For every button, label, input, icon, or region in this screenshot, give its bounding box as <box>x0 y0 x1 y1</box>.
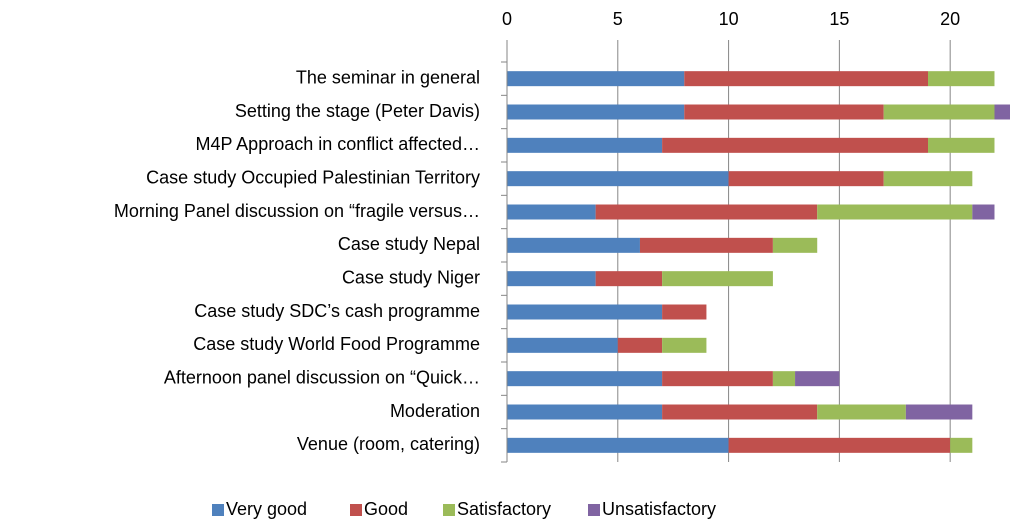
bar-segment <box>507 104 685 120</box>
bar-segment <box>772 371 796 387</box>
bar-segment <box>883 171 973 187</box>
bar-segment <box>507 371 663 387</box>
bar-segment <box>994 104 1010 120</box>
y-tick-label: M4P Approach in conflict affected… <box>195 134 480 154</box>
bar-segment <box>662 371 773 387</box>
y-tick-label: Moderation <box>390 401 480 421</box>
bar-segment <box>817 204 973 220</box>
y-tick-label: Venue (room, catering) <box>297 434 480 454</box>
x-tick-label: 20 <box>940 9 960 29</box>
bar-segment <box>684 71 929 87</box>
x-tick-label: 15 <box>829 9 849 29</box>
x-tick-label: 10 <box>719 9 739 29</box>
bar-segment <box>772 237 818 253</box>
bar-segment <box>662 271 773 287</box>
bar-segment <box>595 204 818 220</box>
y-tick-label: Case study World Food Programme <box>193 334 480 354</box>
y-tick-label: Case study Nepal <box>338 234 480 254</box>
bar-segment <box>728 171 884 187</box>
legend-swatch <box>212 504 224 516</box>
y-tick-label: The seminar in general <box>296 67 480 87</box>
legend-label: Satisfactory <box>457 499 551 519</box>
bar-segment <box>972 204 995 220</box>
x-tick-label: 5 <box>613 9 623 29</box>
bar-segment <box>639 237 773 253</box>
y-tick-label: Setting the stage (Peter Davis) <box>235 101 480 121</box>
legend-label: Very good <box>226 499 307 519</box>
legend-label: Unsatisfactory <box>602 499 716 519</box>
bars <box>507 71 1010 453</box>
bar-segment <box>507 304 663 320</box>
bar-segment <box>662 337 707 353</box>
bar-segment <box>928 71 995 87</box>
bar-segment <box>662 404 818 420</box>
legend-swatch <box>588 504 600 516</box>
legend-swatch <box>443 504 455 516</box>
y-tick-label: Case study SDC’s cash programme <box>194 301 480 321</box>
bar-segment <box>795 371 840 387</box>
labels: 0 5 10 15 20 The seminar in general Setting th… <box>114 9 960 519</box>
bar-segment <box>928 137 995 153</box>
bar-segment <box>507 404 663 420</box>
bar-segment <box>662 304 707 320</box>
bar-segment <box>684 104 884 120</box>
bar-segment <box>507 171 729 187</box>
y-tick-label: Case study Occupied Palestinian Territor… <box>146 167 480 187</box>
bar-segment <box>905 404 973 420</box>
bar-segment <box>728 437 951 453</box>
bar-segment <box>507 271 596 287</box>
y-tick-label: Afternoon panel discussion on “Quick… <box>164 367 480 387</box>
x-tick-label: 0 <box>502 9 512 29</box>
bar-segment <box>507 137 663 153</box>
bar-segment <box>507 71 685 87</box>
bar-segment <box>507 237 640 253</box>
bar-segment <box>617 337 663 353</box>
bar-segment <box>817 404 906 420</box>
bar-segment <box>950 437 973 453</box>
bar-segment <box>507 204 596 220</box>
bar-segment <box>595 271 663 287</box>
legend-label: Good <box>364 499 408 519</box>
legend-swatch <box>350 504 362 516</box>
y-tick-label: Case study Niger <box>342 267 480 287</box>
y-tick-label: Morning Panel discussion on “fragile ver… <box>114 201 480 221</box>
bar-segment <box>507 337 618 353</box>
bar-segment <box>507 437 729 453</box>
bar-segment <box>662 137 929 153</box>
bar-segment <box>883 104 995 120</box>
